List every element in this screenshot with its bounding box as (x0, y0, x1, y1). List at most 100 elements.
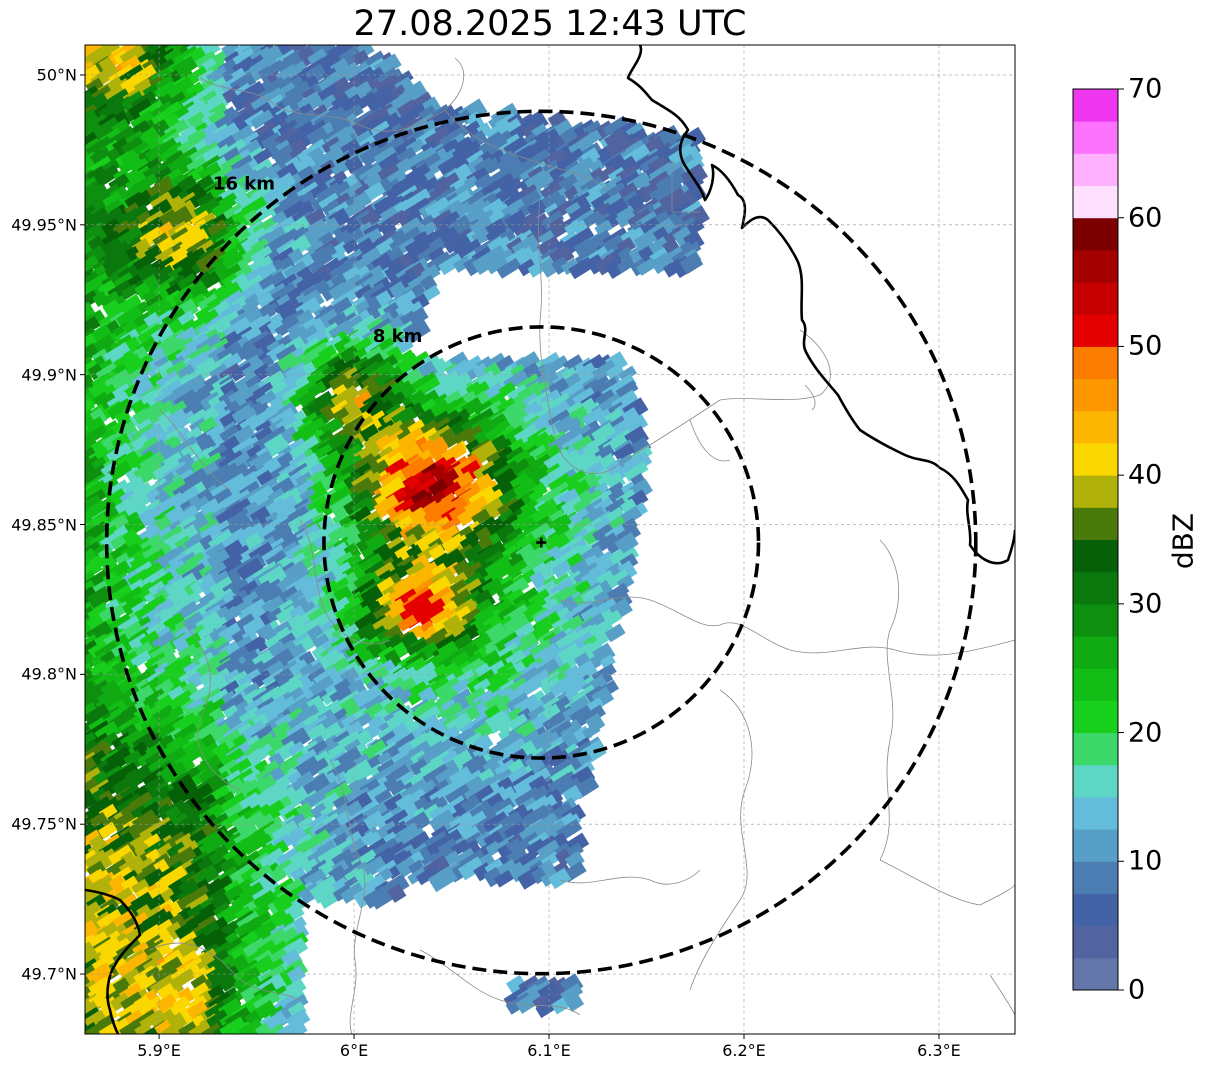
echo-gate (559, 667, 587, 690)
echo-gate (383, 633, 404, 652)
colorbar-segment (1073, 121, 1118, 154)
echo-gate (221, 45, 242, 60)
echo-gate (85, 945, 101, 971)
echo-gate (194, 50, 219, 72)
echo-gate (462, 686, 489, 710)
echo-gate (306, 757, 330, 777)
echo-gate (145, 146, 166, 167)
echo-gate (155, 370, 180, 391)
echo-gate (178, 1021, 199, 1034)
echo-gate (85, 207, 110, 229)
colorbar-segment (1073, 636, 1118, 669)
echo-gate (624, 461, 649, 482)
echo-gate (650, 252, 674, 275)
echo-gate (627, 208, 653, 229)
colorbar-segment (1073, 185, 1118, 219)
echo-gate (592, 642, 616, 665)
lon-tick-label: 6°E (339, 1041, 369, 1060)
admin-boundary (989, 974, 1015, 1016)
echo-gate (219, 857, 239, 876)
echo-gate (173, 524, 199, 545)
echo-gate (427, 586, 453, 608)
echo-gate (210, 892, 232, 913)
colorbar (1072, 88, 1124, 991)
echo-gate (174, 920, 198, 941)
echo-gate (547, 867, 572, 890)
echo-gate (393, 561, 416, 580)
admin-boundary (419, 949, 581, 1016)
echo-gate (683, 174, 705, 193)
echo-gate (145, 526, 164, 543)
echo-gate (236, 557, 265, 582)
radar-site-marker (536, 537, 547, 548)
echo-gate (186, 65, 209, 86)
echo-gate (98, 821, 118, 839)
echo-gate (297, 816, 315, 832)
echo-gate (495, 522, 518, 544)
echo-gate (420, 620, 436, 635)
echo-gate (396, 99, 421, 122)
echo-gate (463, 257, 482, 277)
admin-boundaries (149, 57, 1015, 1034)
echo-gate (85, 290, 100, 313)
lon-tick-label: 6.1°E (527, 1041, 571, 1060)
echo-gate (328, 372, 352, 395)
echo-gate (198, 416, 219, 435)
echo-gate (176, 310, 196, 327)
admin-boundary (199, 57, 464, 132)
echo-gate (266, 317, 286, 335)
echo-gate (116, 954, 147, 982)
echo-gate (254, 407, 276, 426)
echo-gate (285, 1008, 311, 1031)
echo-gate (343, 227, 365, 246)
echo-gate (337, 93, 364, 116)
colorbar-segment (1073, 571, 1118, 605)
echo-gate (165, 578, 187, 598)
echo-gate (363, 181, 386, 202)
echo-gate (498, 381, 517, 398)
echo-gate (92, 116, 122, 142)
echo-gate (529, 570, 548, 590)
echo-gate (221, 551, 244, 571)
echo-gate (354, 612, 378, 634)
echo-gate (183, 611, 208, 635)
echo-gate (359, 855, 387, 880)
echo-gate (241, 245, 263, 265)
echo-gate (223, 668, 243, 686)
echo-gate (401, 456, 430, 484)
echo-gate (198, 671, 215, 687)
echo-gate (85, 507, 100, 531)
echo-gate (85, 487, 98, 509)
lat-tick-label: 49.75°N (11, 814, 77, 834)
colorbar-tick-label: 50 (1128, 330, 1163, 362)
echo-gate (122, 596, 145, 617)
colorbar-segment (1073, 603, 1118, 637)
echo-gate (199, 929, 223, 951)
echo-gate (318, 217, 342, 240)
echo-gate (105, 1017, 133, 1034)
echo-gate (95, 64, 120, 86)
echo-gate (564, 992, 585, 1012)
colorbar-unit-label: dBZ (1166, 512, 1200, 570)
echo-gate (561, 257, 580, 275)
echo-gate (341, 407, 365, 428)
echo-gate (206, 963, 233, 989)
echo-gate (581, 722, 601, 740)
echo-gate (463, 543, 487, 567)
colorbar-segment (1073, 314, 1118, 347)
echo-gate (85, 680, 98, 698)
echo-gate (592, 523, 617, 546)
colorbar-segment (1073, 861, 1118, 894)
echo-gate (438, 253, 464, 276)
echo-gate (85, 315, 101, 337)
echo-gate (607, 182, 628, 201)
lat-tick-label: 50°N (36, 65, 77, 85)
echo-gate (125, 175, 144, 192)
colorbar-segment (1073, 89, 1118, 122)
echo-gate (142, 594, 168, 616)
echo-gate (207, 219, 230, 240)
echo-gate (276, 505, 300, 526)
colorbar-segment (1073, 153, 1118, 187)
echo-gate (507, 713, 529, 732)
